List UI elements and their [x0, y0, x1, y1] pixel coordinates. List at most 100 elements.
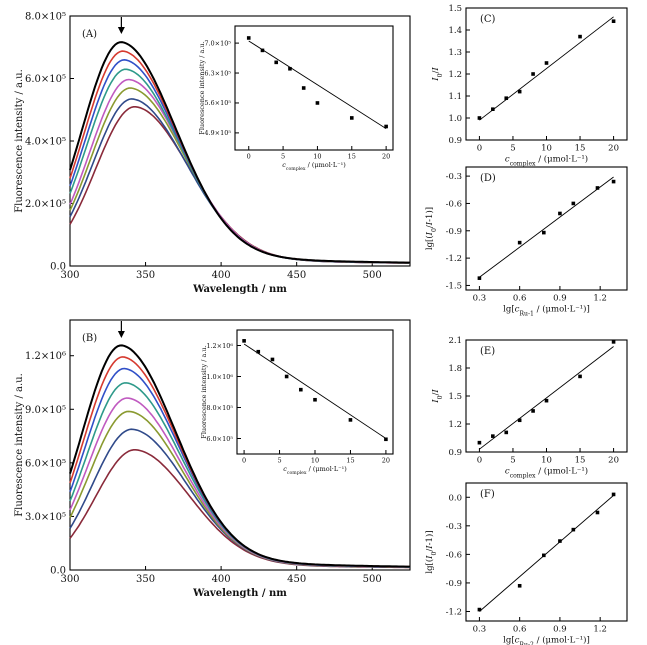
x-tick-label: 15 — [575, 144, 586, 154]
plot-frame — [465, 7, 628, 141]
data-point — [558, 211, 562, 216]
fit-line — [479, 176, 614, 278]
data-point — [544, 398, 549, 403]
y-tick-label: 1.5 — [448, 4, 462, 14]
spectrum-line — [69, 367, 410, 568]
x-axis-label: Wavelength / nm — [192, 588, 287, 599]
y-tick-label: -0.6 — [446, 199, 462, 209]
x-tick-label: 0.3 — [473, 625, 487, 635]
y-tick-label: -1.5 — [446, 281, 462, 291]
plot-frame — [465, 482, 628, 622]
y-axis-label: lg[(I0/I-1)] — [424, 530, 438, 573]
x-tick-label: 5 — [281, 153, 285, 161]
x-tick-label: 450 — [287, 270, 306, 281]
x-tick-label: 20 — [382, 153, 390, 161]
data-point — [595, 510, 600, 515]
data-point — [504, 96, 509, 100]
fit-line — [248, 40, 387, 130]
data-point — [558, 539, 562, 543]
spectrum-line — [69, 58, 410, 264]
panel-label: (F) — [480, 489, 495, 500]
data-point — [299, 387, 303, 392]
y-tick-label: 1.0 — [448, 114, 462, 124]
x-tick-label: 350 — [136, 270, 155, 281]
y-tick-label: 2.0×10⁵ — [25, 199, 66, 210]
x-tick-label: 450 — [287, 574, 306, 585]
data-point — [491, 107, 495, 111]
spectrum-line — [69, 68, 410, 264]
x-axis-label: ccomplex / (μmol·L⁻¹) — [282, 161, 346, 172]
y-tick-label: 1.4 — [448, 26, 462, 36]
panel-label: (A) — [82, 29, 97, 40]
panel-d: 0.3 0.6 0.9 1.2 -1.5 -1.2 -0.9 -0.6 -0.3 lg[cRu-1… — [424, 166, 628, 318]
data-point — [542, 553, 546, 558]
x-axis-label: ccomplex / (μmol·L⁻¹) — [505, 466, 588, 480]
data-point — [270, 357, 275, 362]
y-tick-label: 3.0×10⁵ — [25, 512, 66, 523]
data-point — [274, 60, 279, 65]
quench-arrow-head — [117, 331, 125, 338]
data-point — [531, 72, 535, 76]
x-tick-label: 0.6 — [513, 294, 527, 304]
data-point — [288, 66, 292, 71]
y-tick-label: 9.0×10⁵ — [25, 405, 66, 416]
data-point — [571, 527, 576, 532]
data-point — [477, 607, 482, 612]
spectrum-line — [69, 344, 410, 568]
y-axis-label: Fluorescence intensity / a.u. — [198, 41, 206, 134]
data-point — [491, 434, 495, 438]
y-axis-label: lg[(I0/I-1)] — [424, 207, 438, 250]
y-tick-label: -0.6 — [446, 550, 462, 560]
plot-frame — [69, 319, 411, 571]
x-tick-label: 500 — [363, 574, 382, 585]
data-point — [611, 19, 616, 23]
x-tick-label: 1.2 — [593, 294, 607, 304]
y-tick-label: 6.0×10⁵ — [206, 435, 233, 443]
y-tick-label: 1.8 — [448, 364, 462, 374]
data-point — [611, 492, 616, 497]
y-tick-label: -1.2 — [446, 254, 462, 264]
data-point — [315, 101, 320, 105]
quench-arrow-head — [117, 27, 125, 34]
data-point — [542, 230, 546, 235]
x-tick-label: 0 — [477, 456, 482, 466]
x-tick-label: 0 — [242, 457, 246, 465]
spectrum-line — [69, 356, 410, 568]
plot-frame — [69, 15, 411, 267]
spectrum-line — [69, 382, 410, 568]
x-tick-label: 0 — [477, 144, 482, 154]
x-tick-label: 10 — [541, 456, 552, 466]
x-tick-label: 0.9 — [553, 294, 567, 304]
x-axis-label: lg[cRu-2 / (μmol·L⁻¹)] — [503, 635, 590, 645]
y-tick-label: 0.0 — [50, 262, 66, 273]
y-tick-label: -1.2 — [446, 607, 462, 617]
panel-b: 300 350 400 450 500 0.0 3.0×10⁵ 6.0×10⁵ 9.0×10⁵ 1… — [14, 319, 411, 599]
spectrum-line — [69, 428, 410, 568]
y-tick-label: 1.2×10⁶ — [206, 342, 233, 350]
data-point — [349, 116, 354, 120]
y-tick-label: -0.3 — [446, 172, 462, 182]
data-point — [578, 374, 582, 379]
y-tick-label: -0.3 — [446, 522, 462, 532]
y-tick-label: 5.6×10⁵ — [204, 99, 231, 107]
y-tick-label: 7.0×10⁵ — [204, 39, 231, 47]
data-point — [477, 440, 482, 445]
x-tick-label: 0.3 — [473, 294, 487, 304]
x-tick-label: 5 — [510, 144, 515, 154]
y-tick-label: 6.0×10⁵ — [25, 74, 66, 85]
data-point — [544, 61, 549, 65]
data-point — [477, 276, 482, 280]
x-tick-label: 0 — [247, 153, 251, 161]
x-tick-label: 10 — [311, 457, 319, 465]
x-axis-label: ccomplex / (μmol·L⁻¹) — [505, 154, 588, 168]
y-tick-label: 6.3×10⁵ — [204, 69, 231, 77]
inset-chart: 0 5 10 15 20 4.9×10⁵ 5.6×10⁵ 6.3×10⁵ 7.0×10⁵ ccom… — [198, 25, 394, 172]
x-tick-label: 0.9 — [553, 625, 567, 635]
data-point — [256, 349, 261, 354]
inset-chart: 0 5 10 15 20 6.0×10⁵ 8.0×10⁵ 1.0×10⁶ 1.2×10⁶ ccom… — [200, 329, 394, 475]
spectrum-line — [69, 41, 410, 264]
panel-label: (E) — [480, 346, 495, 357]
x-tick-label: 400 — [212, 270, 231, 281]
x-axis-label: lg[cRu-1 / (μmol·L⁻¹)] — [503, 304, 590, 318]
